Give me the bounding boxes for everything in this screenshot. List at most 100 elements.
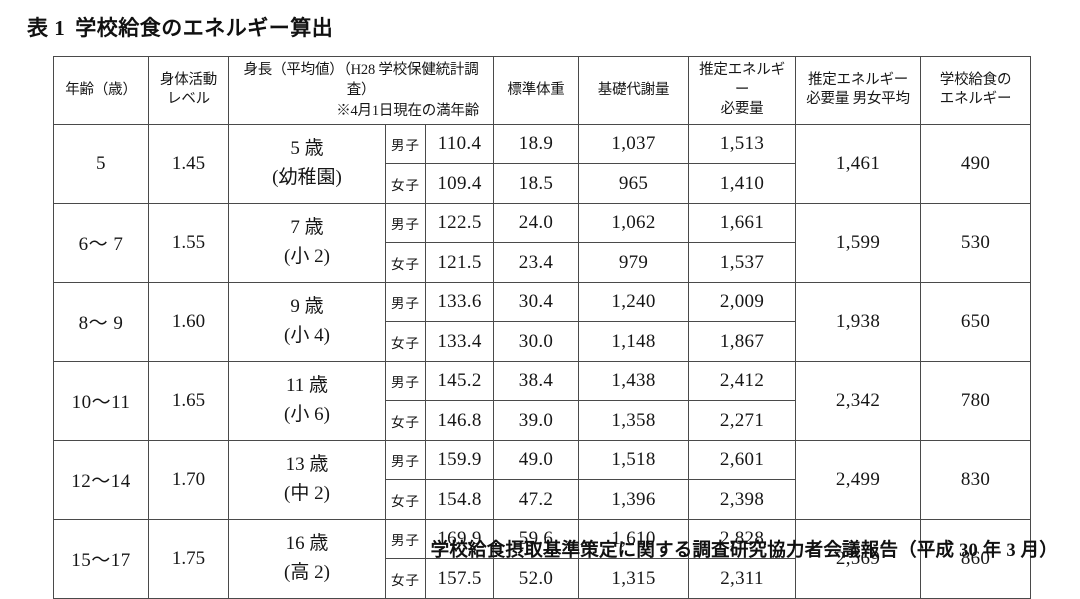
cell-grade-line1: 7 歳 <box>290 217 324 239</box>
cell-height-female: 121.5 <box>424 242 495 283</box>
cell-bmr-male: 1,518 <box>578 439 690 481</box>
cell-eer-male: 2,412 <box>688 360 797 402</box>
cell-age: 10〜11 <box>53 360 149 441</box>
cell-grade-line2: (小 2) <box>284 245 330 267</box>
cell-sex-female: 女子 <box>385 479 426 520</box>
cell-bmr-female: 965 <box>578 163 690 204</box>
cell-bmr-female: 1,358 <box>578 400 690 441</box>
table-row: 女子 146.8 39.0 1,358 2,271 <box>54 400 1031 441</box>
table-number: 表 1 <box>27 16 66 40</box>
table-row: 12〜14 1.70 13 歳 (中 2) 男子 159.9 49.0 1,518 2,601 2… <box>53 439 1032 520</box>
cell-height-male: 145.2 <box>424 360 495 402</box>
cell-school-lunch-energy: 780 <box>920 360 1032 441</box>
cell-age-grade: 7 歳 (小 2) <box>228 202 386 283</box>
cell-age: 5 <box>53 123 149 204</box>
header-school-lunch-energy: 学校給食の エネルギー <box>920 56 1032 125</box>
cell-sex-female: 女子 <box>385 400 426 441</box>
cell-eer-average: 1,599 <box>795 202 922 283</box>
cell-eer-female: 2,271 <box>688 400 797 441</box>
table-row: 女子 154.8 47.2 1,396 2,398 <box>54 479 1031 520</box>
header-lunch-line2: エネルギー <box>939 91 1012 108</box>
header-eer-line2: 必要量 <box>720 101 764 118</box>
cell-height-female: 109.4 <box>424 163 495 204</box>
energy-table: 年齢（歳） 身体活動 レベル 身長（平均値）（H28 学校保健統計調査） ※4月… <box>53 56 1032 599</box>
header-standard-weight: 標準体重 <box>493 56 580 125</box>
cell-height-female: 157.5 <box>424 558 495 599</box>
header-eer-avg-line2: 必要量 男女平均 <box>806 91 910 108</box>
cell-grade-line1: 9 歳 <box>290 296 324 318</box>
cell-physical-activity-level: 1.55 <box>148 202 229 283</box>
table-row: 女子 109.4 18.5 965 1,410 <box>54 163 1031 204</box>
header-height-line1: 身長（平均値）（H28 学校保健統計調査） <box>243 62 479 99</box>
header-bmr-label: 基礎代謝量 <box>597 81 670 98</box>
cell-standard-weight-male: 59.6 <box>493 518 580 560</box>
cell-eer-average: 1,461 <box>795 123 922 204</box>
cell-school-lunch-energy: 530 <box>920 202 1032 283</box>
header-eer-avg-line1: 推定エネルギー <box>807 71 909 88</box>
table-row: 女子 133.4 30.0 1,148 1,867 <box>54 321 1031 362</box>
cell-eer-average: 2,499 <box>795 439 922 520</box>
page-title: 表 1 学校給食のエネルギー算出 <box>27 12 333 42</box>
cell-standard-weight-male: 30.4 <box>493 281 580 323</box>
cell-eer-male: 2,601 <box>688 439 797 481</box>
source-caption: 学校給食摂取基準策定に関する調査研究協力者会議報告（平成 30 年 3 月） <box>430 541 1058 561</box>
header-physical-activity-level: 身体活動 レベル <box>148 56 229 125</box>
header-age: 年齢（歳） <box>53 56 149 125</box>
header-eer-line1: 推定エネルギー <box>699 62 785 98</box>
cell-bmr-female: 979 <box>578 242 690 283</box>
cell-physical-activity-level: 1.45 <box>148 123 229 204</box>
cell-sex-female: 女子 <box>385 242 426 283</box>
cell-grade-line1: 13 歳 <box>285 454 329 476</box>
cell-sex-female: 女子 <box>385 558 426 599</box>
table-title-text: 学校給食のエネルギー算出 <box>75 16 334 40</box>
cell-eer-female: 1,537 <box>688 242 797 283</box>
cell-sex-male: 男子 <box>385 518 426 560</box>
header-eer-average: 推定エネルギー 必要量 男女平均 <box>795 56 922 125</box>
cell-bmr-male: 1,062 <box>578 202 690 244</box>
cell-age-grade: 13 歳 (中 2) <box>228 439 386 520</box>
cell-age-grade: 5 歳 (幼稚園) <box>228 123 386 204</box>
cell-height-female: 154.8 <box>424 479 495 520</box>
cell-sex-female: 女子 <box>385 321 426 362</box>
cell-grade-line2: (高 2) <box>284 561 330 583</box>
cell-physical-activity-level: 1.75 <box>148 518 229 599</box>
cell-sex-male: 男子 <box>385 439 426 481</box>
cell-age: 12〜14 <box>53 439 149 520</box>
cell-age-grade: 16 歳 (高 2) <box>228 518 386 599</box>
cell-bmr-female: 1,315 <box>578 558 690 599</box>
cell-eer-male: 1,661 <box>688 202 797 244</box>
cell-grade-line2: (小 6) <box>284 403 330 425</box>
cell-grade-line2: (中 2) <box>284 482 330 504</box>
table-row: 8〜 9 1.60 9 歳 (小 4) 男子 133.6 30.4 1,240 2,009 1,9… <box>53 281 1032 362</box>
cell-standard-weight-female: 39.0 <box>493 400 580 441</box>
cell-height-female: 146.8 <box>424 400 495 441</box>
cell-bmr-male: 1,240 <box>578 281 690 323</box>
cell-age-grade: 9 歳 (小 4) <box>228 281 386 362</box>
cell-height-male: 169.9 <box>424 518 495 560</box>
header-row: 年齢（歳） 身体活動 レベル 身長（平均値）（H28 学校保健統計調査） ※4月… <box>53 56 1032 125</box>
cell-sex-female: 女子 <box>385 163 426 204</box>
header-estimated-energy-requirement: 推定エネルギー 必要量 <box>688 56 797 125</box>
table-row: 6〜 7 1.55 7 歳 (小 2) 男子 122.5 24.0 1,062 1,661 1,5… <box>53 202 1032 283</box>
cell-standard-weight-female: 30.0 <box>493 321 580 362</box>
cell-age: 15〜17 <box>53 518 149 599</box>
cell-bmr-male: 1,438 <box>578 360 690 402</box>
energy-table-container: 年齢（歳） 身体活動 レベル 身長（平均値）（H28 学校保健統計調査） ※4月… <box>53 56 1032 599</box>
header-age-label: 年齢（歳） <box>65 81 137 98</box>
cell-standard-weight-female: 23.4 <box>493 242 580 283</box>
cell-age: 8〜 9 <box>53 281 149 362</box>
cell-standard-weight-male: 49.0 <box>493 439 580 481</box>
cell-eer-average: 2,342 <box>795 360 922 441</box>
cell-physical-activity-level: 1.65 <box>148 360 229 441</box>
cell-grade-line1: 5 歳 <box>290 138 324 160</box>
cell-height-male: 133.6 <box>424 281 495 323</box>
cell-bmr-male: 1,037 <box>578 123 690 165</box>
cell-physical-activity-level: 1.60 <box>148 281 229 362</box>
cell-height-male: 110.4 <box>424 123 495 165</box>
cell-height-male: 122.5 <box>424 202 495 244</box>
cell-eer-female: 1,867 <box>688 321 797 362</box>
cell-standard-weight-female: 47.2 <box>493 479 580 520</box>
cell-grade-line2: (小 4) <box>284 324 330 346</box>
cell-school-lunch-energy: 830 <box>920 439 1032 520</box>
cell-height-female: 133.4 <box>424 321 495 362</box>
